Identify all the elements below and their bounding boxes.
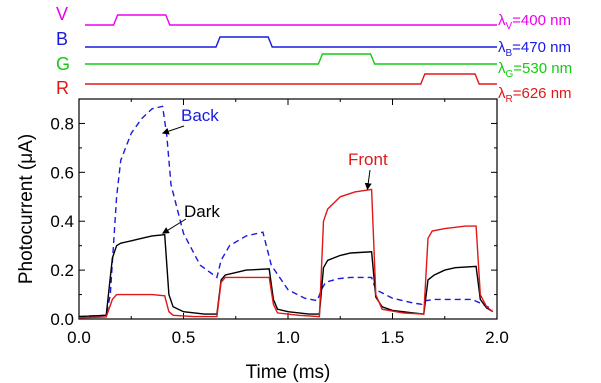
annotation-dark-arrow <box>162 218 187 234</box>
channel-G-wavelength: λG=530 nm <box>498 60 572 80</box>
y-tick-label: 0.2 <box>50 261 74 280</box>
y-axis-title: Photocurrent (μA) <box>16 134 37 284</box>
y-tick-label: 0.6 <box>50 163 74 182</box>
channel-B-wavelength: λB=470 nm <box>498 39 571 59</box>
annotation-dark: Dark <box>184 202 220 221</box>
y-tick-label: 0.8 <box>50 114 74 133</box>
y-tick-label: 0.4 <box>50 212 74 231</box>
axis-ticks <box>78 98 498 320</box>
channel-B-pulse <box>85 36 497 48</box>
channel-G: G λG=530 nm <box>56 53 572 80</box>
channel-B: B λB=470 nm <box>56 29 571 59</box>
x-axis-title: Time (ms) <box>246 362 331 383</box>
annotations: Back Dark Front <box>161 106 388 234</box>
x-tick-label: 1.5 <box>381 328 405 347</box>
channel-R-letter: R <box>56 78 69 98</box>
channel-G-pulse <box>85 53 497 65</box>
channel-V-pulse <box>85 14 497 26</box>
channel-G-letter: G <box>56 54 70 74</box>
x-tick-labels: 0.0 0.5 1.0 1.5 2.0 <box>67 328 509 347</box>
series-front-line <box>78 188 494 319</box>
channel-B-letter: B <box>56 29 68 49</box>
channel-R: R λR=626 nm <box>56 73 572 105</box>
x-tick-label: 1.0 <box>276 328 300 347</box>
annotation-front-arrow <box>364 169 372 191</box>
x-tick-label: 0.0 <box>67 328 91 347</box>
series-lines <box>78 105 494 319</box>
annotation-back-arrow <box>161 125 185 135</box>
x-tick-label: 0.5 <box>172 328 196 347</box>
plot-frame <box>78 98 498 320</box>
channel-V-wavelength: λV=400 nm <box>498 12 571 32</box>
y-tick-label: 0.0 <box>50 310 74 329</box>
channel-indicators: V λV=400 nm B λB=470 nm G λG=530 nm R λR… <box>56 4 572 105</box>
x-tick-label: 2.0 <box>485 328 509 347</box>
channel-R-wavelength: λR=626 nm <box>498 85 572 105</box>
channel-R-pulse <box>85 73 497 85</box>
channel-V-letter: V <box>56 4 68 24</box>
series-dark-line <box>78 233 494 318</box>
y-tick-labels: 0.0 0.2 0.4 0.6 0.8 <box>50 114 74 329</box>
annotation-front: Front <box>348 150 388 169</box>
series-back-line <box>78 105 494 318</box>
channel-V: V λV=400 nm <box>56 4 571 32</box>
annotation-back: Back <box>181 106 219 125</box>
